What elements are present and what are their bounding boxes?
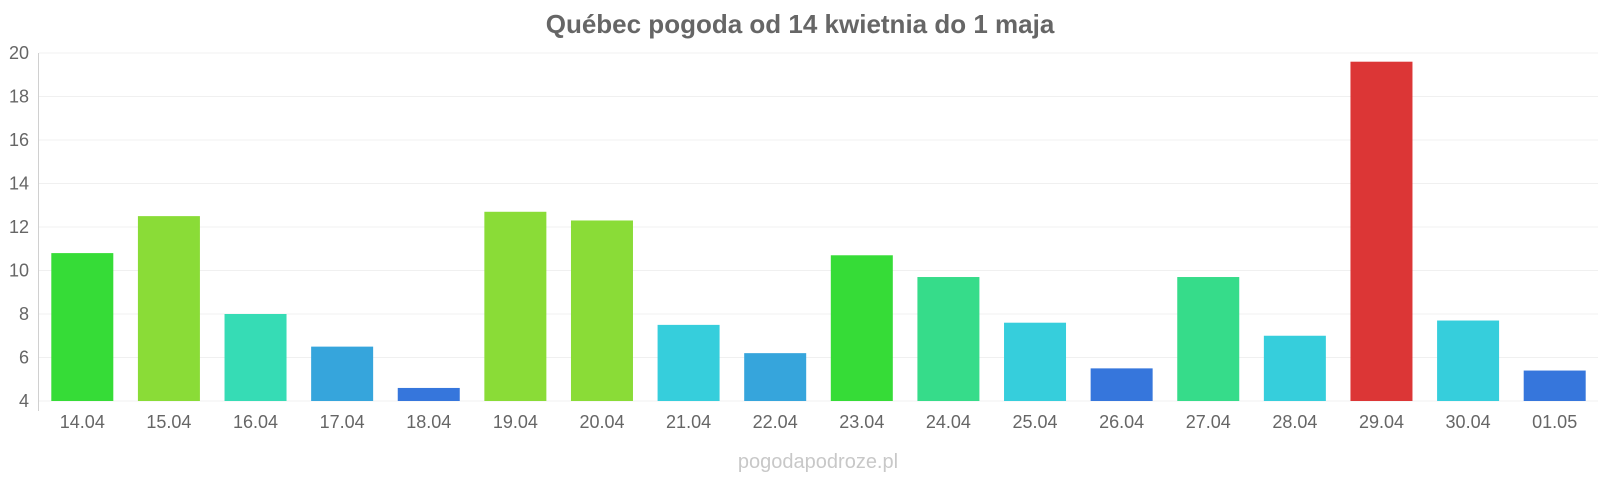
bar-14.04 xyxy=(51,253,114,401)
bar-20.04 xyxy=(570,220,633,401)
x-tick-label: 14.04 xyxy=(60,412,105,432)
bar-21.04 xyxy=(657,324,720,401)
x-tick-label: 26.04 xyxy=(1099,412,1144,432)
bar-26.04 xyxy=(1090,368,1153,401)
bar-17.04 xyxy=(311,346,374,401)
y-tick-label: 20 xyxy=(9,43,29,63)
bar-18.04 xyxy=(397,387,460,401)
x-tick-label: 16.04 xyxy=(233,412,278,432)
x-tick-label: 23.04 xyxy=(839,412,884,432)
x-tick-label: 17.04 xyxy=(320,412,365,432)
bar-24.04 xyxy=(917,277,980,401)
bars xyxy=(51,61,1586,401)
x-axis-ticks: 14.04 15.04 16.04 17.04 18.04 19.04 20.04 21.04… xyxy=(60,412,1577,432)
chart-title: Québec pogoda od 14 kwietnia do 1 maja xyxy=(546,9,1055,39)
x-tick-label: 25.04 xyxy=(1013,412,1058,432)
bar-25.04 xyxy=(1004,322,1067,401)
x-tick-label: 15.04 xyxy=(146,412,191,432)
x-tick-label: 18.04 xyxy=(406,412,451,432)
x-tick-label: 19.04 xyxy=(493,412,538,432)
bar-15.04 xyxy=(137,216,200,401)
y-tick-label: 4 xyxy=(19,391,29,411)
x-tick-label: 29.04 xyxy=(1359,412,1404,432)
y-tick-label: 12 xyxy=(9,217,29,237)
x-tick-label: 24.04 xyxy=(926,412,971,432)
grid-lines xyxy=(39,52,1598,402)
x-tick-label: 27.04 xyxy=(1186,412,1231,432)
bar-30.04 xyxy=(1437,320,1500,401)
bar-28.04 xyxy=(1263,335,1326,401)
y-tick-label: 16 xyxy=(9,130,29,150)
y-tick-label: 18 xyxy=(9,87,29,107)
x-tick-label: 01.05 xyxy=(1532,412,1577,432)
bar-16.04 xyxy=(224,314,287,401)
site-watermark: pogodapodroze.pl xyxy=(738,451,898,473)
y-axis-ticks: 4 6 8 10 12 14 16 18 20 xyxy=(9,43,29,411)
y-tick-label: 8 xyxy=(19,304,29,324)
bar-22.04 xyxy=(744,353,807,401)
bar-19.04 xyxy=(484,211,547,401)
bar-01.05 xyxy=(1523,370,1586,401)
bar-29.04 xyxy=(1350,61,1413,401)
bar-27.04 xyxy=(1177,277,1240,401)
y-tick-label: 10 xyxy=(9,261,29,281)
x-tick-label: 21.04 xyxy=(666,412,711,432)
y-tick-label: 14 xyxy=(9,174,29,194)
x-tick-label: 28.04 xyxy=(1272,412,1317,432)
bar-23.04 xyxy=(830,255,893,401)
x-tick-label: 20.04 xyxy=(579,412,624,432)
x-tick-label: 22.04 xyxy=(753,412,798,432)
y-tick-label: 6 xyxy=(19,348,29,368)
x-tick-label: 30.04 xyxy=(1446,412,1491,432)
